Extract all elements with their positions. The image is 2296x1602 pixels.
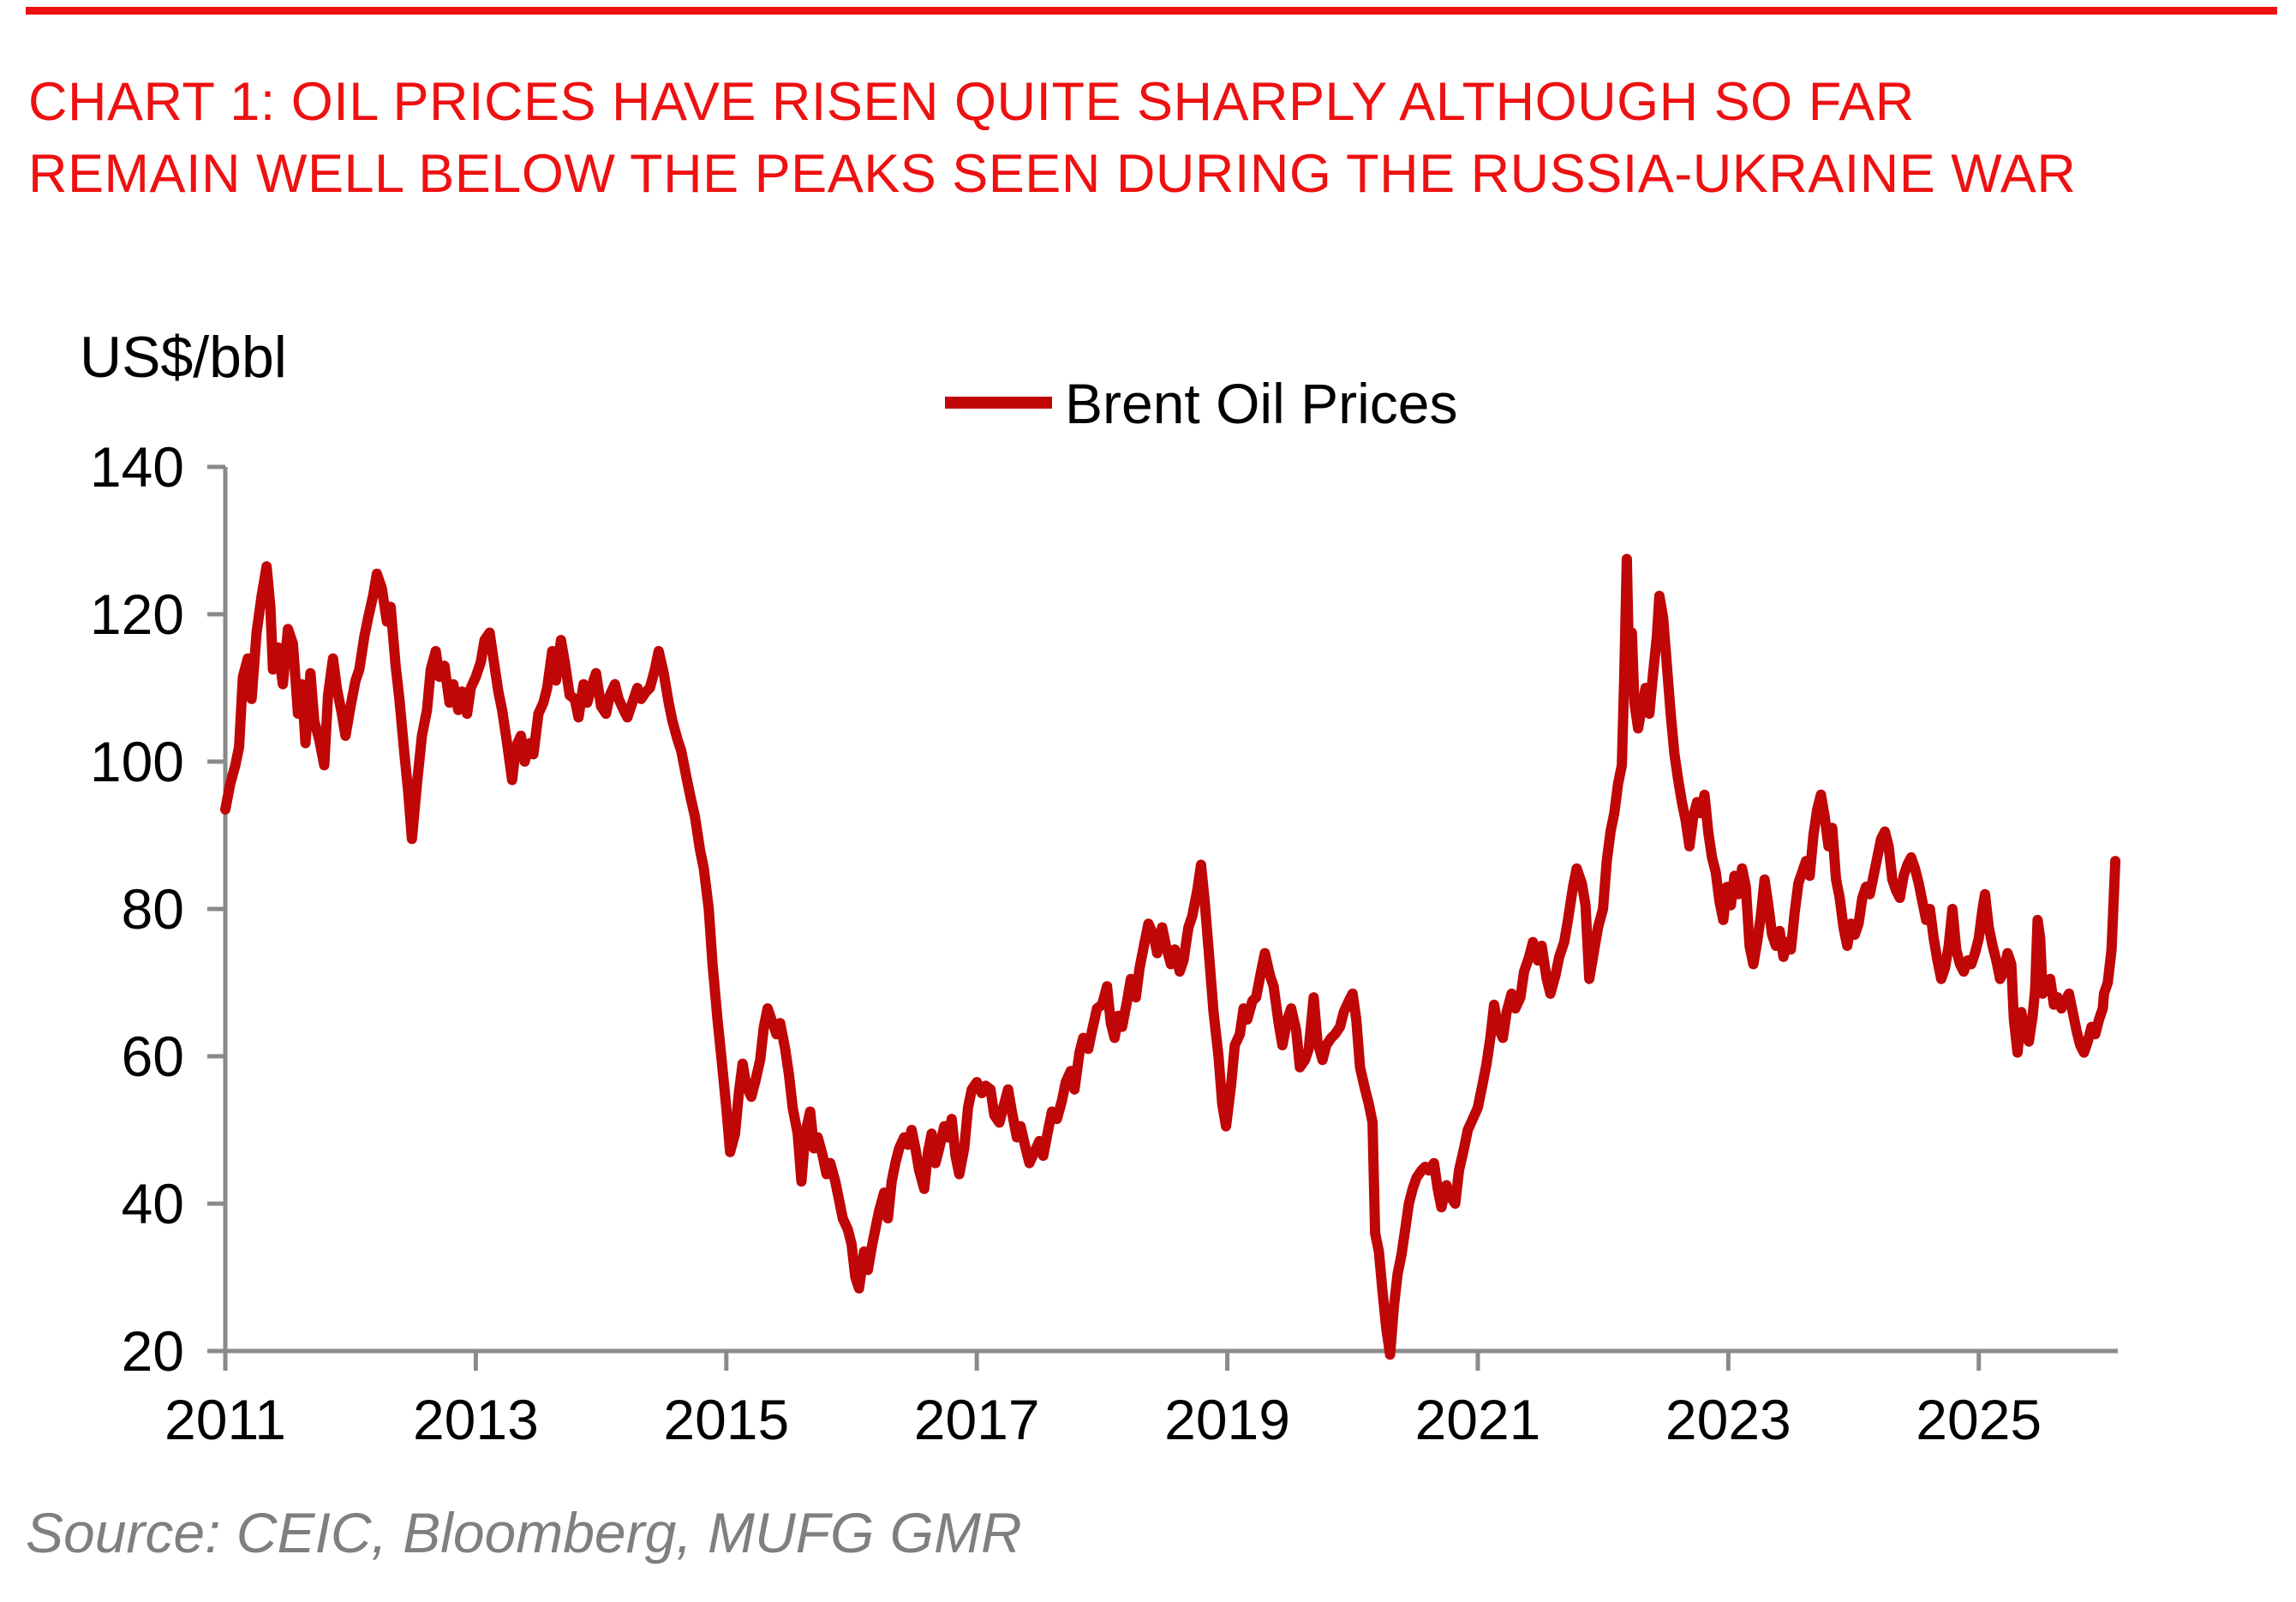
y-axis-tick-label: 120 <box>90 583 184 646</box>
y-axis-unit-label: US$/bbl <box>80 325 287 390</box>
chart-title-line-2: REMAIN WELL BELOW THE PEAKS SEEN DURING … <box>28 144 2076 204</box>
x-axis-tick-label: 2017 <box>914 1388 1040 1451</box>
y-axis-tick-label: 20 <box>122 1319 184 1383</box>
y-axis-tick-label: 80 <box>122 877 184 941</box>
x-axis-tick-label: 2023 <box>1665 1388 1791 1451</box>
y-axis-tick-label: 100 <box>90 730 184 793</box>
x-axis-tick-label: 2021 <box>1415 1388 1541 1451</box>
brent-series-line <box>220 553 2121 1360</box>
y-axis-tick-label: 60 <box>122 1025 184 1088</box>
legend-label: Brent Oil Prices <box>1065 372 1457 435</box>
header-rule <box>26 7 2277 15</box>
x-axis-tick-label: 2011 <box>164 1388 286 1451</box>
x-axis-tick-label: 2019 <box>1164 1388 1290 1451</box>
y-axis-tick-label: 140 <box>90 435 184 499</box>
chart-legend: Brent Oil Prices <box>945 372 1457 435</box>
chart-title-line-1: CHART 1: OIL PRICES HAVE RISEN QUITE SHA… <box>28 72 1915 132</box>
source-note: Source: CEIC, Bloomberg, MUFG GMR <box>26 1501 1022 1564</box>
x-axis-tick-label: 2025 <box>1916 1388 2042 1451</box>
series-layer <box>220 553 2121 1360</box>
x-axis-tick-label: 2015 <box>663 1388 789 1451</box>
y-axis-tick-label: 40 <box>122 1172 184 1235</box>
x-axis-tick-label: 2013 <box>413 1388 539 1451</box>
